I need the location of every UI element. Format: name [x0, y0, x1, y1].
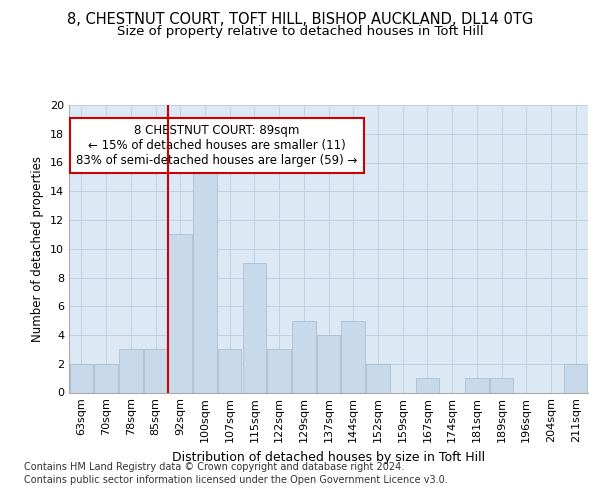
Bar: [292, 320, 316, 392]
Bar: [564, 364, 587, 392]
Y-axis label: Number of detached properties: Number of detached properties: [31, 156, 44, 342]
Bar: [341, 320, 365, 392]
Bar: [317, 335, 340, 392]
Bar: [366, 364, 389, 392]
Text: Size of property relative to detached houses in Toft Hill: Size of property relative to detached ho…: [116, 25, 484, 38]
Text: Contains public sector information licensed under the Open Government Licence v3: Contains public sector information licen…: [24, 475, 448, 485]
Bar: [416, 378, 439, 392]
Bar: [169, 234, 192, 392]
Bar: [242, 263, 266, 392]
Bar: [268, 350, 291, 393]
Bar: [70, 364, 93, 392]
Text: 8 CHESTNUT COURT: 89sqm
← 15% of detached houses are smaller (11)
83% of semi-de: 8 CHESTNUT COURT: 89sqm ← 15% of detache…: [76, 124, 358, 166]
Text: 8, CHESTNUT COURT, TOFT HILL, BISHOP AUCKLAND, DL14 0TG: 8, CHESTNUT COURT, TOFT HILL, BISHOP AUC…: [67, 12, 533, 28]
Bar: [193, 134, 217, 392]
Bar: [119, 350, 143, 393]
Text: Contains HM Land Registry data © Crown copyright and database right 2024.: Contains HM Land Registry data © Crown c…: [24, 462, 404, 472]
X-axis label: Distribution of detached houses by size in Toft Hill: Distribution of detached houses by size …: [172, 450, 485, 464]
Bar: [490, 378, 513, 392]
Bar: [94, 364, 118, 392]
Bar: [465, 378, 488, 392]
Bar: [144, 350, 167, 393]
Bar: [218, 350, 241, 393]
